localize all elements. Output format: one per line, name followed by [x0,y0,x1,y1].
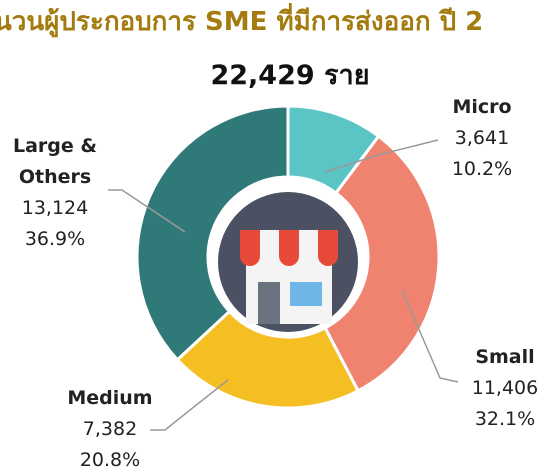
percent-label: 10.2% [451,158,513,180]
label: Large & Others 13,124 36.9% [5,131,105,255]
icon-awning [260,230,318,244]
icon-door [258,282,280,324]
category-label: Large & Others [13,135,97,188]
icon-awning [240,230,338,244]
icon-awning [240,244,338,266]
percent-label: 20.8% [79,449,141,471]
percent-label: 36.9% [24,228,86,250]
category-label: Micro [452,96,512,118]
value-label: 3,641 [454,127,510,149]
slices [135,104,441,410]
label: Small 11,406 32.1% [452,342,548,435]
chart-subtitle: 22,429 ราย [210,60,369,91]
chart-title: นวนผู้ประกอบการ SME ที่มีการส่งออก ปี 2 [0,2,483,38]
slice [135,104,290,362]
leader-line [108,189,186,233]
category-label: Small [475,346,535,368]
category-label: Medium [67,387,153,409]
icon-awning [260,244,318,266]
slice [323,134,441,393]
label: Medium 7,382 20.8% [58,383,162,474]
label: Micro 3,641 10.2% [430,92,534,185]
value-label: 13,124 [21,197,89,219]
leader-line [150,379,229,431]
value-label: 7,382 [82,418,138,440]
icon-window [290,282,322,306]
leader-line [401,289,459,383]
shop-icon [218,192,358,332]
leader-lines [108,139,459,431]
leader-line [324,139,439,173]
percent-label: 32.1% [474,408,536,430]
value-label: 11,406 [471,377,539,399]
